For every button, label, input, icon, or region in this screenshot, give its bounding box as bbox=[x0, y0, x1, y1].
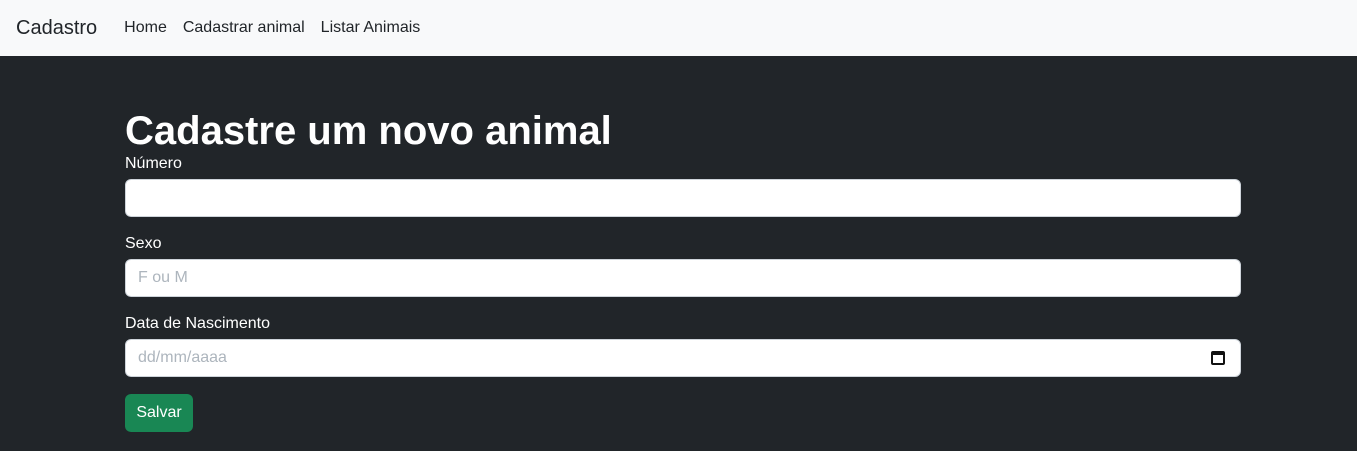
numero-input[interactable] bbox=[126, 180, 1240, 216]
sexo-input[interactable] bbox=[126, 260, 1240, 296]
nascimento-input-box bbox=[125, 339, 1241, 377]
nascimento-date-input[interactable] bbox=[126, 340, 1240, 376]
animal-form: Cadastre um novo animal Número Sexo Data… bbox=[125, 56, 1241, 432]
navbar-brand[interactable]: Cadastro bbox=[16, 16, 98, 39]
calendar-icon[interactable] bbox=[1211, 351, 1225, 365]
sexo-label: Sexo bbox=[125, 235, 162, 252]
nav-link-cadastrar-animal[interactable]: Cadastrar animal bbox=[182, 19, 305, 36]
save-button[interactable]: Salvar bbox=[125, 394, 193, 432]
sexo-input-box bbox=[125, 259, 1241, 297]
numero-field-group: Número bbox=[125, 149, 1241, 217]
nav-link-listar-animais[interactable]: Listar Animais bbox=[320, 19, 421, 36]
nav-link-home[interactable]: Home bbox=[124, 19, 167, 36]
numero-input-box bbox=[125, 179, 1241, 217]
nascimento-label: Data de Nascimento bbox=[125, 315, 270, 332]
main-content: Cadastre um novo animal Número Sexo Data… bbox=[0, 56, 1357, 451]
numero-label: Número bbox=[125, 155, 182, 172]
page-title: Cadastre um novo animal bbox=[125, 109, 612, 153]
navbar: Cadastro Home Cadastrar animal Listar An… bbox=[0, 0, 1357, 56]
nascimento-field-group: Data de Nascimento bbox=[125, 309, 1241, 377]
sexo-field-group: Sexo bbox=[125, 229, 1241, 297]
